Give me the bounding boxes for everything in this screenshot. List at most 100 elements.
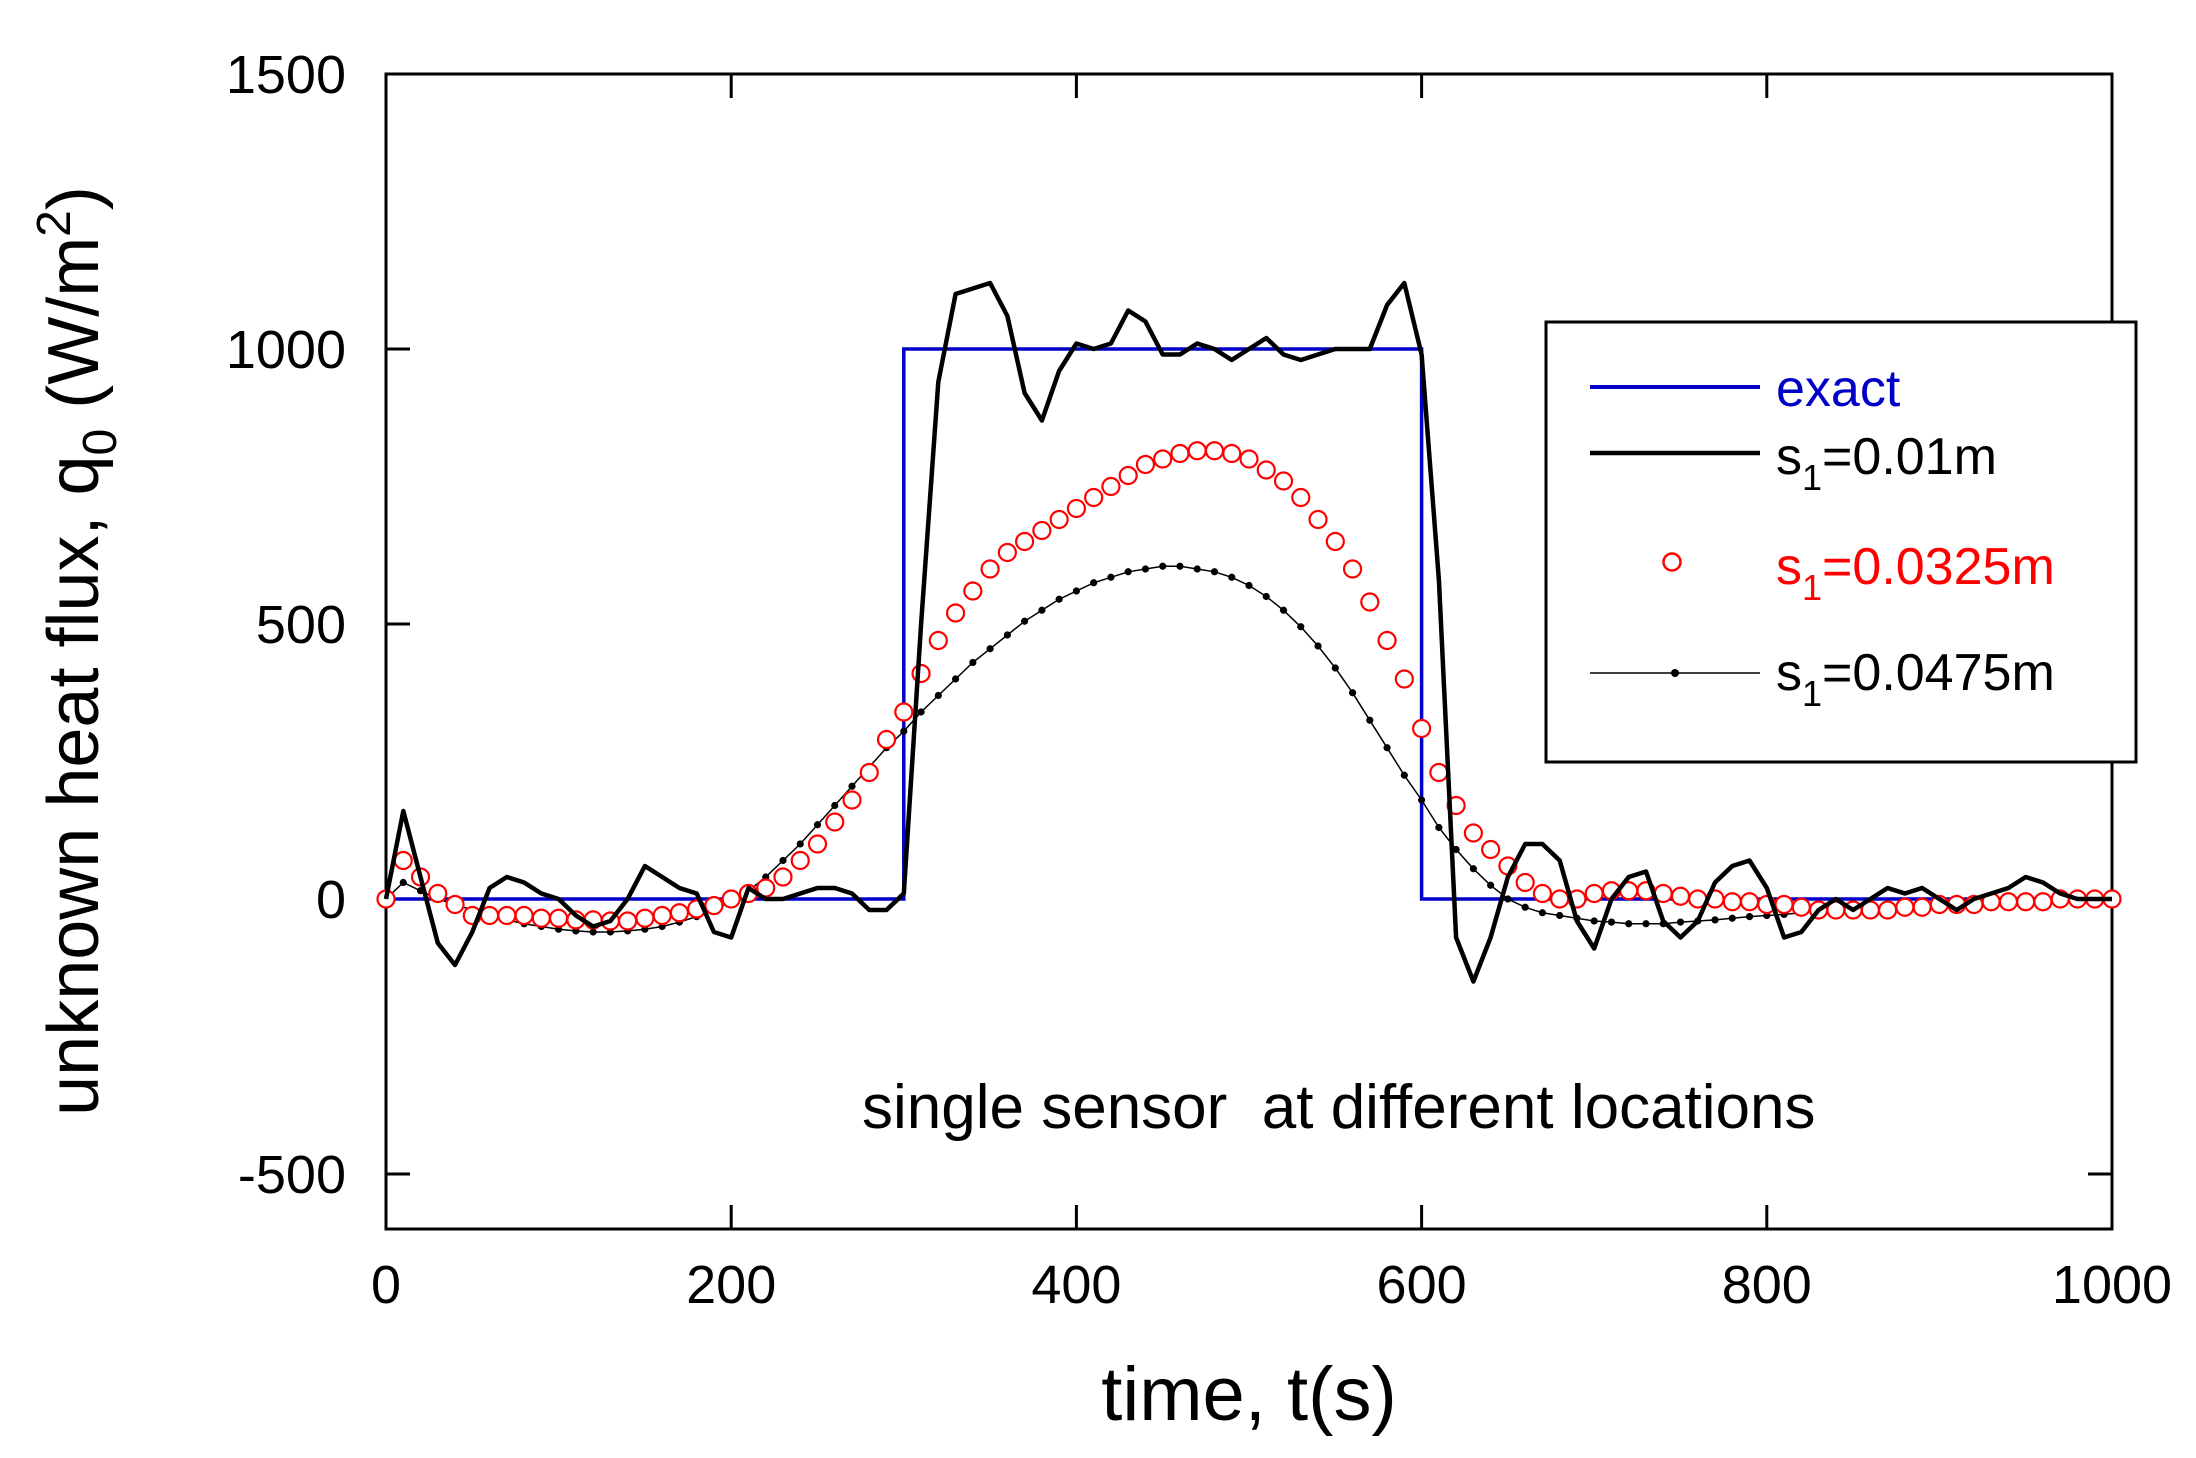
s1-00325-point-28 [859, 762, 879, 783]
legend-label-s1-00475-main: s [1776, 644, 1802, 702]
s1-00475-point-43 [1124, 568, 1132, 576]
s1-00475-point-79 [1745, 913, 1754, 921]
s1-00325-point-35 [980, 559, 1000, 579]
s1-00475-point-58 [1383, 744, 1391, 752]
s1-00325-point-94 [1998, 892, 2019, 912]
s1-00475-point-27 [848, 782, 856, 790]
s1-00325-point-26 [825, 812, 845, 832]
s1-00475-point-77 [1711, 916, 1719, 924]
s1-00325-point-70 [1584, 883, 1604, 904]
x-tick-label-200: 200 [686, 1255, 776, 1315]
s1-00325-point-27 [842, 790, 862, 810]
s1-00475-point-35 [986, 645, 994, 653]
s1-00325-point-19 [704, 895, 724, 916]
s1-00475-point-67 [1538, 909, 1547, 917]
s1-00475-point-60 [1418, 796, 1426, 804]
s1-00325-point-79 [1739, 892, 1760, 912]
s1-00325-point-37 [1015, 531, 1035, 552]
s1-00475-point-30 [900, 727, 908, 735]
s1-00475-point-53 [1297, 623, 1305, 631]
s1-00325-point-40 [1066, 498, 1087, 519]
legend-label-s1-00475: s1=0.0475m [1776, 644, 2055, 714]
s1-00475-point-40 [1072, 587, 1080, 595]
s1-00325-point-67 [1532, 883, 1553, 904]
s1-00325-point-52 [1273, 471, 1294, 491]
s1-00325-point-24 [790, 850, 810, 871]
s1-00475-point-63 [1469, 865, 1477, 873]
s1-00475-point-47 [1193, 565, 1201, 573]
legend-label-s1-001: s1=0.01m [1776, 428, 1997, 498]
x-tick-labels: 0 200 400 600 800 1000 [371, 1255, 2172, 1315]
s1-00475-point-1 [399, 878, 407, 887]
s1-00325-point-14 [618, 911, 638, 931]
s1-00475-point-31 [917, 708, 925, 716]
s1-00325-point-9 [531, 908, 551, 928]
s1-00325-point-57 [1360, 592, 1380, 612]
s1-00325-point-30 [894, 702, 914, 722]
s1-00325-point-68 [1550, 889, 1570, 909]
s1-00325-point-95 [2016, 892, 2036, 912]
s1-00475-point-66 [1521, 903, 1529, 911]
s1-00325-point-20 [721, 889, 741, 909]
s1-00475-point-54 [1314, 642, 1322, 650]
s1-00475-point-33 [951, 675, 960, 683]
s1-00325-point-39 [1049, 509, 1069, 530]
s1-00475-point-72 [1625, 920, 1633, 928]
s1-00325-point-89 [1912, 897, 1932, 917]
s1-00325-point-16 [652, 905, 672, 926]
s1-00475-point-36 [1003, 631, 1011, 639]
series-layer [376, 280, 2122, 984]
legend-label-s1-00475-rest: =0.0475m [1822, 644, 2055, 702]
s1-00325-point-4 [445, 894, 465, 915]
legend: exact s1=0.01m s1=0.0325m s1=0.0475m [1544, 320, 2138, 764]
s1-00325-point-25 [807, 834, 828, 854]
s1-00325-point-54 [1308, 509, 1328, 530]
s1-00325-point-60 [1411, 718, 1432, 739]
y-axis-label-sub: 0 [74, 429, 127, 456]
s1-00475-point-49 [1228, 573, 1236, 581]
axis-ticks [384, 72, 2114, 1229]
s1-00475-point-64 [1487, 881, 1495, 889]
s1-00325-point-87 [1878, 900, 1898, 920]
s1-00475-point-37 [1021, 617, 1029, 625]
s1-00325-point-38 [1032, 520, 1052, 541]
x-tick-label-400: 400 [1031, 1255, 1121, 1315]
legend-label-s1-00325-sub: 1 [1802, 567, 1822, 608]
s1-00475-point-48 [1210, 568, 1219, 576]
s1-00325-point-61 [1429, 762, 1449, 783]
series-s1-001-line [383, 280, 2112, 984]
s1-00325-point-82 [1791, 897, 1811, 917]
s1-00325-point-49 [1222, 443, 1242, 464]
legend-label-s1-00325: s1=0.0325m [1776, 538, 2055, 608]
s1-00475-point-55 [1331, 664, 1339, 672]
x-tick-label-600: 600 [1377, 1255, 1467, 1315]
legend-label-s1-001-rest: =0.01m [1822, 428, 1997, 486]
legend-label-s1-00325-rest: =0.0325m [1822, 538, 2055, 596]
legend-box [1544, 320, 2138, 764]
y-tick-label-1000: 1000 [226, 320, 346, 380]
s1-00325-point-15 [635, 908, 655, 928]
s1-00475-point-32 [934, 691, 942, 700]
y-axis-label-main: unknown heat flux, q [34, 455, 114, 1115]
s1-00325-point-10 [548, 908, 569, 928]
s1-00325-point-43 [1118, 465, 1138, 486]
y-axis-label-unit-close: ) [34, 186, 114, 210]
x-tick-label-1000: 1000 [2052, 1255, 2172, 1315]
s1-00475-point-73 [1642, 920, 1650, 928]
s1-00325-point-41 [1084, 487, 1104, 508]
s1-00475-point-61 [1435, 823, 1443, 832]
s1-00325-point-53 [1291, 487, 1311, 508]
x-tick-label-0: 0 [371, 1255, 401, 1315]
legend-label-s1-00475-sub: 1 [1802, 673, 1822, 714]
s1-00475-point-34 [969, 658, 977, 667]
chart-annotation: single sensor at different locations [862, 1073, 1816, 1142]
s1-00475-point-62 [1452, 845, 1460, 854]
s1-00475-point-26 [831, 801, 839, 810]
y-axis-label-sup: 2 [28, 210, 81, 237]
y-tick-labels: -500 0 500 1000 1500 [226, 45, 346, 1205]
s1-00475-point-56 [1348, 689, 1357, 697]
s1-00325-point-63 [1463, 823, 1483, 843]
s1-00325-point-36 [997, 542, 1017, 563]
s1-00475-point-57 [1366, 716, 1374, 724]
